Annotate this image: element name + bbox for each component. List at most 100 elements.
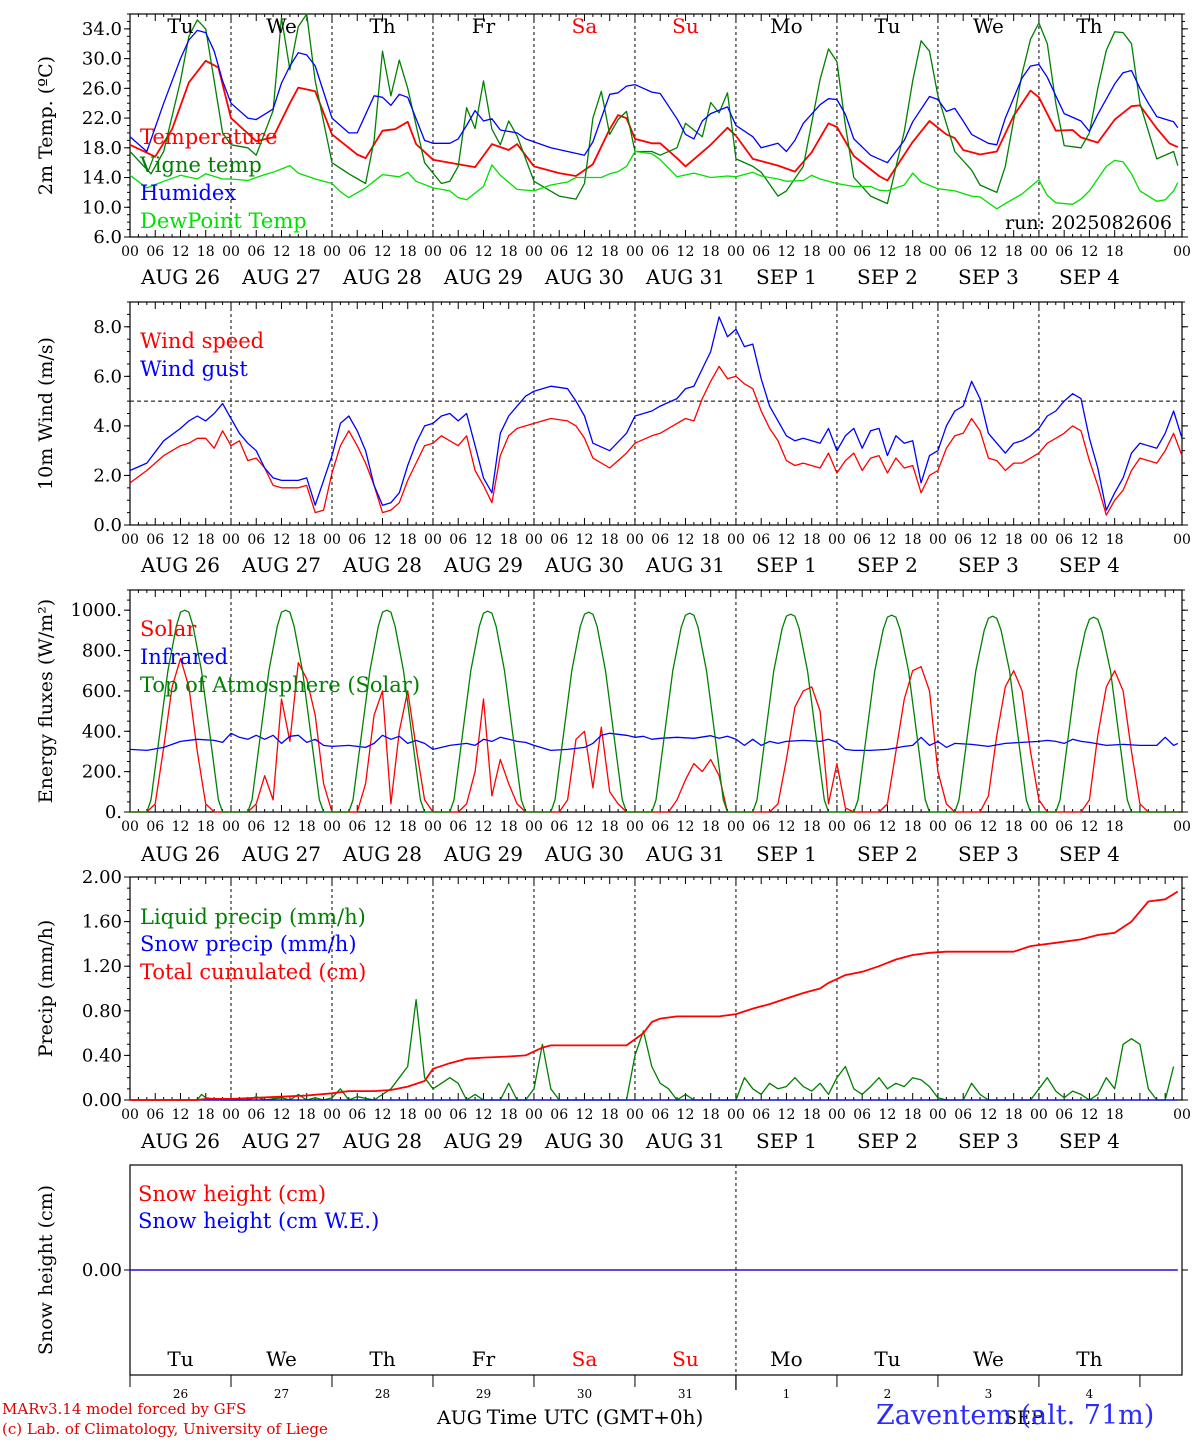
day-label-bottom: Fr xyxy=(472,1347,496,1371)
hour-label: 00 xyxy=(727,819,745,835)
day-label-top: Su xyxy=(672,14,699,38)
day-number: 2 xyxy=(884,1387,892,1401)
hour-label: 12 xyxy=(677,532,695,548)
hour-label: 00 xyxy=(1030,819,1048,835)
hour-label: 00 xyxy=(424,532,442,548)
hour-label: 06 xyxy=(550,1107,568,1123)
date-label: AUG 30 xyxy=(544,265,624,289)
date-label: SEP 3 xyxy=(958,1129,1019,1153)
panel-5: 0.00 Snow height (cm) Snow height (cm) Snow… xyxy=(35,1164,1188,1376)
panel-1: 6.0 10.0 14.0 18.0 22.0 26.0 30.0 34.0 2m Temp. … xyxy=(35,13,1191,289)
hour-label: 12 xyxy=(1081,532,1099,548)
date-label: AUG 30 xyxy=(544,1129,624,1153)
hour-label: 00 xyxy=(929,819,947,835)
hour-label: 06 xyxy=(247,819,265,835)
hour-label: 18 xyxy=(1106,244,1124,260)
hour-label: 00 xyxy=(525,1107,543,1123)
hour-label: 00 xyxy=(222,819,240,835)
date-label: AUG 28 xyxy=(342,1129,422,1153)
hour-label: 00 xyxy=(323,1107,341,1123)
hour-label: 18 xyxy=(500,1107,518,1123)
legend-entry: Solar xyxy=(140,617,197,641)
day-label-bottom: Mo xyxy=(770,1347,803,1371)
hour-label: 06 xyxy=(449,244,467,260)
bottom-axis: 26 27 28 29 30 31 1 2 3 4 AUG SEP Time UTC (GMT+0h) xyxy=(129,1375,1141,1429)
hour-label: 18 xyxy=(1005,1107,1023,1123)
hour-label: 12 xyxy=(778,819,796,835)
y-tick-label: 4.0 xyxy=(93,416,122,437)
model-credit: MARv3.14 model forced by GFS xyxy=(2,1400,247,1418)
series-line-humidex xyxy=(129,29,1179,164)
legend-entry: Total cumulated (cm) xyxy=(140,960,366,984)
day-label-top: We xyxy=(266,14,297,38)
series-line-dewpoint-temp xyxy=(129,150,1179,210)
y-tick-label: 400. xyxy=(82,721,122,742)
date-label: SEP 3 xyxy=(958,553,1019,577)
date-label: AUG 30 xyxy=(544,842,624,866)
y-axis-label: 10m Wind (m/s) xyxy=(35,337,57,490)
hour-label: 18 xyxy=(1005,532,1023,548)
hour-label: 12 xyxy=(475,532,493,548)
y-tick-label: 0.40 xyxy=(82,1045,122,1066)
hour-label: 18 xyxy=(803,1107,821,1123)
y-tick-label: 0.00 xyxy=(82,1090,122,1111)
hour-label: 06 xyxy=(348,819,366,835)
hour-label: 18 xyxy=(500,244,518,260)
legend-entry: Humidex xyxy=(140,181,236,205)
hour-label: 18 xyxy=(904,1107,922,1123)
hour-label: 06 xyxy=(247,244,265,260)
hour-label: 18 xyxy=(702,532,720,548)
hour-label: 00 xyxy=(121,244,139,260)
hour-label: 00 xyxy=(323,532,341,548)
hour-label: 18 xyxy=(197,244,215,260)
hour-label: 12 xyxy=(374,1107,392,1123)
hour-label: 18 xyxy=(500,819,518,835)
hour-label: 06 xyxy=(550,532,568,548)
legend-entry: Temperature xyxy=(140,125,278,149)
series-line-total-cumulated-cm- xyxy=(130,890,1179,1101)
panel-4: 0.00 0.40 0.80 1.20 1.60 2.00 Precip (mm/h) Liq… xyxy=(35,867,1191,1153)
hour-label: 06 xyxy=(954,244,972,260)
hour-label: 00 xyxy=(626,244,644,260)
hour-label: 12 xyxy=(1081,819,1099,835)
y-tick-label: 800. xyxy=(82,641,122,662)
day-label-top: Fr xyxy=(472,14,496,38)
hour-label: 06 xyxy=(348,532,366,548)
hour-label: 18 xyxy=(298,244,316,260)
legend-entry: Vigne temp xyxy=(139,153,262,177)
y-tick-label: 26.0 xyxy=(82,78,122,99)
series-line-infrared xyxy=(129,732,1179,752)
hour-label: 06 xyxy=(752,819,770,835)
hour-label: 06 xyxy=(247,1107,265,1123)
y-tick-label: 8.0 xyxy=(93,317,122,338)
hour-label: 00 xyxy=(1173,819,1191,835)
hour-label: 06 xyxy=(449,819,467,835)
series-line-liquid-precip-mm-h- xyxy=(130,998,1175,1101)
series-line-vigne-temp xyxy=(129,13,1179,205)
day-label-bottom: Su xyxy=(672,1347,699,1371)
hour-label: 00 xyxy=(424,1107,442,1123)
hour-label: 00 xyxy=(828,244,846,260)
legend-entry: Wind speed xyxy=(140,329,264,353)
hour-label: 00 xyxy=(525,244,543,260)
hour-label: 06 xyxy=(853,244,871,260)
hour-label: 18 xyxy=(1005,244,1023,260)
y-tick-label: 22.0 xyxy=(82,108,122,129)
date-label: SEP 3 xyxy=(958,842,1019,866)
hour-label: 00 xyxy=(121,532,139,548)
hour-label: 12 xyxy=(980,1107,998,1123)
day-number: 26 xyxy=(173,1387,188,1401)
hour-label: 18 xyxy=(601,244,619,260)
y-axis-label: 2m Temp. (ºC) xyxy=(35,56,57,195)
y-axis-label: Energy fluxes (W/m²) xyxy=(35,599,57,803)
series-line-wind-gust xyxy=(129,316,1183,511)
hour-label: 06 xyxy=(146,244,164,260)
hour-label: 00 xyxy=(626,532,644,548)
hour-label: 12 xyxy=(879,532,897,548)
day-label-top: Th xyxy=(369,14,395,38)
hour-label: 00 xyxy=(525,532,543,548)
hour-label: 06 xyxy=(853,819,871,835)
day-number: 3 xyxy=(985,1387,993,1401)
hour-label: 18 xyxy=(904,819,922,835)
month-label: AUG xyxy=(436,1407,482,1429)
